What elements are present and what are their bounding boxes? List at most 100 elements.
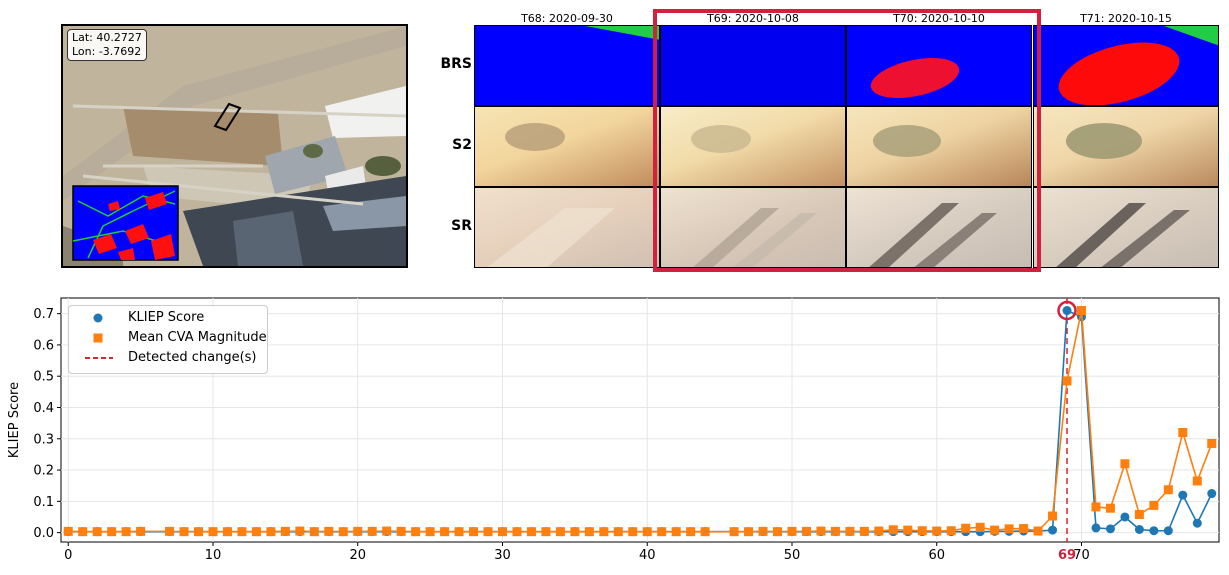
cva-point: [382, 526, 392, 536]
axes: 0 10 20 30 40 50 60 70 0.0 0.1 0.2 0.3 0.4 0.5 0.6 0.7 6…: [33, 307, 1089, 563]
cva-point: [686, 527, 696, 537]
cva-point: [1178, 428, 1188, 438]
cva-point: [801, 526, 811, 536]
cva-point: [483, 527, 493, 537]
cva-point: [555, 527, 565, 537]
cva-point: [917, 526, 927, 536]
y-tick-label: 0.5: [33, 370, 54, 385]
cva-point: [830, 526, 840, 536]
cva-point: [599, 527, 609, 537]
y-tick-label: 0.2: [33, 464, 54, 479]
cva-point: [121, 527, 131, 537]
cva-point: [657, 527, 667, 537]
cva-point: [425, 527, 435, 537]
tile-s2-t68: [474, 106, 660, 187]
x-tick-label: 0: [64, 548, 72, 563]
cva-point: [1004, 524, 1014, 534]
cva-point: [469, 527, 479, 537]
cva-point: [1120, 459, 1130, 469]
legend: KLIEP Score Mean CVA Magnitude Detected …: [68, 305, 268, 374]
change-highlight-box: [653, 9, 1041, 272]
cva-point: [671, 527, 681, 537]
coordinate-readout: Lat: 40.2727 Lon: -3.7692: [67, 29, 147, 61]
cva-point: [107, 527, 117, 537]
y-tick-label: 0.1: [33, 495, 54, 510]
kliep-point: [1120, 512, 1130, 522]
cva-point: [1048, 511, 1058, 521]
y-tick-label: 0.6: [33, 338, 54, 353]
satellite-map-image: [63, 26, 406, 266]
x-tick-label: 60: [928, 548, 945, 563]
tile-sr-t69: [660, 187, 846, 268]
y-tick-label: 0.3: [33, 432, 54, 447]
cva-point: [744, 527, 754, 537]
cva-point: [1062, 376, 1072, 386]
cva-point: [266, 527, 276, 537]
tile-brs-t69: [660, 25, 846, 106]
cva-point: [1207, 438, 1217, 448]
cva-point: [367, 526, 377, 536]
cva-point: [859, 526, 869, 536]
cva-point: [411, 527, 421, 537]
cva-point: [773, 527, 783, 537]
x-tick-label: 30: [494, 548, 511, 563]
x-tick-label: 10: [205, 548, 222, 563]
cva-point: [1163, 485, 1173, 495]
longitude-text: Lon: -3.7692: [72, 45, 142, 58]
cva-point: [165, 526, 175, 536]
cva-point: [251, 527, 261, 537]
cva-point: [1105, 503, 1115, 513]
cva-point: [526, 527, 536, 537]
cva-point: [194, 527, 204, 537]
cva-point: [136, 526, 146, 536]
cva-point: [92, 527, 102, 537]
column-title-t71: T71: 2020-10-15: [1080, 12, 1172, 25]
cva-point: [874, 526, 884, 536]
column-title-t69: T69: 2020-10-08: [707, 12, 799, 25]
tile-s2-t69: [660, 106, 846, 187]
kliep-point: [1048, 525, 1058, 535]
kliep-point: [1134, 524, 1144, 534]
cva-point: [700, 527, 710, 537]
tile-sr-t70: [846, 187, 1032, 268]
tile-brs-t71: [1033, 25, 1219, 106]
row-label-brs: BRS: [440, 56, 472, 72]
kliep-point: [1062, 306, 1072, 316]
cva-point: [1149, 500, 1159, 510]
cva-point: [758, 526, 768, 536]
tile-sr-t68: [474, 187, 660, 268]
satellite-map: Lat: 40.2727 Lon: -3.7692: [61, 24, 408, 268]
y-tick-label: 0.7: [33, 307, 54, 322]
cva-point: [729, 527, 739, 537]
cva-point: [222, 527, 232, 537]
legend-label-kliep: KLIEP Score: [128, 310, 205, 325]
kliep-point: [1149, 526, 1159, 536]
kliep-point: [1178, 490, 1188, 500]
detected-peak-ring: [1057, 300, 1077, 321]
cva-point: [642, 527, 652, 537]
tile-sr-t71: [1033, 187, 1219, 268]
cva-point: [570, 527, 580, 537]
cva-point: [903, 525, 913, 535]
cva-point: [1091, 502, 1101, 512]
cva-point: [237, 527, 247, 537]
column-title-t70: T70: 2020-10-10: [893, 12, 985, 25]
tile-s2-t70: [846, 106, 1032, 187]
cva-point: [179, 527, 189, 537]
cva-point: [946, 526, 956, 536]
kliep-point: [1207, 489, 1217, 499]
grid: [61, 298, 1219, 542]
cva-point: [932, 526, 942, 536]
cva-point: [324, 526, 334, 536]
cva-point: [1019, 524, 1029, 534]
cva-point: [63, 526, 73, 536]
cva-point: [208, 527, 218, 537]
cva-point: [280, 526, 290, 536]
cva-point: [512, 527, 522, 537]
x-tick-label: 50: [784, 548, 801, 563]
x-tick-label: 40: [639, 548, 656, 563]
cva-point: [1076, 306, 1086, 316]
cva-point: [1192, 476, 1202, 486]
tile-s2-t71: [1033, 106, 1219, 187]
cva-point: [295, 526, 305, 536]
